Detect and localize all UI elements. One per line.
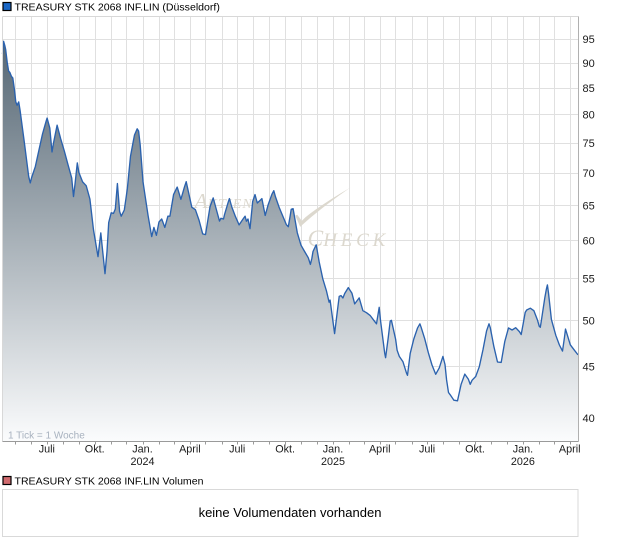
svg-text:90: 90	[583, 58, 595, 70]
svg-text:50: 50	[583, 316, 595, 328]
svg-text:CHECK: CHECK	[308, 226, 390, 252]
svg-text:Juli: Juli	[419, 444, 435, 456]
svg-text:Jan.: Jan.	[323, 444, 343, 456]
svg-text:keine Volumendaten vorhanden: keine Volumendaten vorhanden	[199, 505, 382, 520]
svg-text:April: April	[559, 444, 581, 456]
svg-text:55: 55	[583, 274, 595, 286]
svg-text:70: 70	[583, 168, 595, 180]
svg-text:45: 45	[583, 362, 595, 374]
svg-text:TREASURY STK 2068 INF.LIN Volu: TREASURY STK 2068 INF.LIN Volumen	[15, 476, 204, 488]
svg-text:65: 65	[583, 201, 595, 213]
svg-text:60: 60	[583, 236, 595, 248]
svg-text:Jan.: Jan.	[132, 444, 152, 456]
svg-text:2024: 2024	[130, 456, 154, 468]
svg-text:1 Tick = 1 Woche: 1 Tick = 1 Woche	[8, 431, 85, 442]
svg-text:TREASURY STK 2068 INF.LIN (Düs: TREASURY STK 2068 INF.LIN (Düsseldorf)	[15, 2, 220, 14]
svg-text:Juli: Juli	[39, 444, 55, 456]
svg-text:85: 85	[583, 83, 595, 95]
svg-text:2025: 2025	[321, 456, 345, 468]
svg-text:Okt.: Okt.	[275, 444, 295, 456]
svg-text:2026: 2026	[511, 456, 535, 468]
svg-text:40: 40	[583, 413, 595, 425]
svg-text:Juli: Juli	[229, 444, 245, 456]
svg-text:80: 80	[583, 110, 595, 122]
svg-text:Okt.: Okt.	[85, 444, 105, 456]
svg-text:75: 75	[583, 138, 595, 150]
svg-text:April: April	[369, 444, 391, 456]
svg-text:95: 95	[583, 34, 595, 46]
svg-text:Okt.: Okt.	[465, 444, 485, 456]
svg-text:April: April	[179, 444, 201, 456]
svg-text:Jan.: Jan.	[513, 444, 533, 456]
